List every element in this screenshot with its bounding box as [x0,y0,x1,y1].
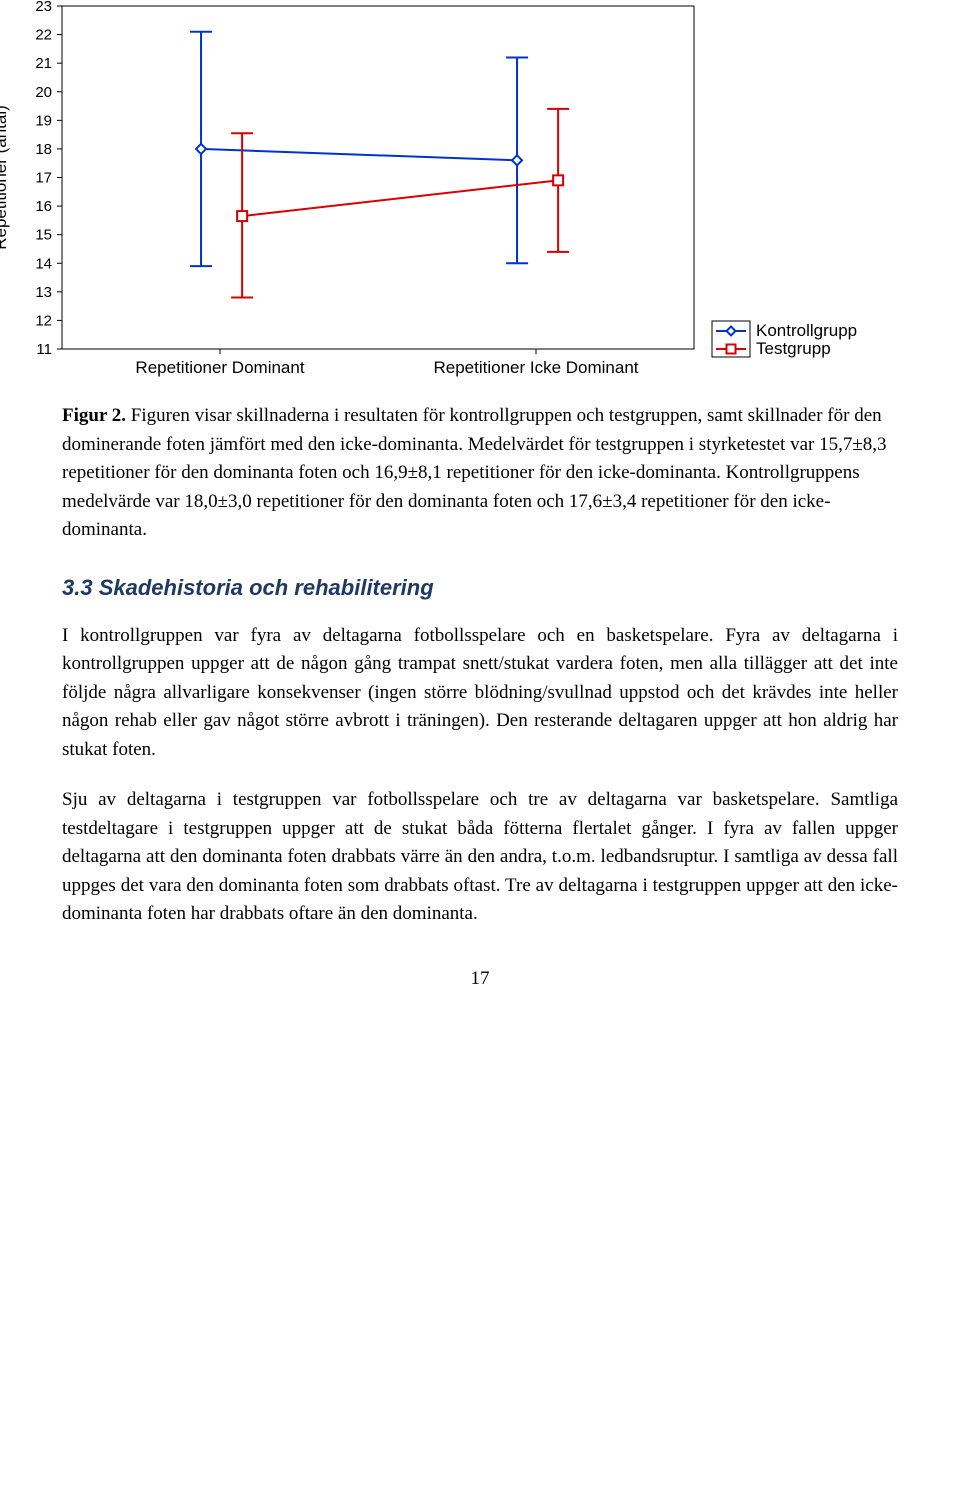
svg-text:Repetitioner Dominant: Repetitioner Dominant [135,358,304,377]
svg-text:Repetitioner (antal): Repetitioner (antal) [0,105,10,250]
svg-text:Testgrupp: Testgrupp [756,339,831,358]
svg-text:22: 22 [35,27,52,44]
page-number: 17 [62,965,898,994]
repetitions-chart: 11 12 13 14 15 16 17 18 19 20 21 22 23 Repetitioner (… [0,0,924,380]
svg-text:23: 23 [35,0,52,15]
figure-caption: Figur 2. Figuren visar skillnaderna i re… [62,402,898,545]
figure-caption-text: Figuren visar skillnaderna i resultaten … [62,405,887,540]
svg-text:15: 15 [35,227,52,244]
svg-text:19: 19 [35,112,52,129]
svg-text:11: 11 [36,341,52,358]
svg-text:17: 17 [35,170,52,187]
svg-text:14: 14 [35,255,52,272]
svg-text:Repetitioner Icke Dominant: Repetitioner Icke Dominant [433,358,638,377]
svg-text:13: 13 [35,284,52,301]
svg-text:12: 12 [35,312,52,329]
svg-text:16: 16 [35,198,52,215]
svg-text:18: 18 [35,141,52,158]
section-heading: 3.3 Skadehistoria och rehabilitering [62,571,898,604]
paragraph-2: Sju av deltagarna i testgruppen var fotb… [62,786,898,929]
paragraph-1: I kontrollgruppen var fyra av deltagarna… [62,622,898,765]
svg-text:20: 20 [35,84,52,101]
figure-label: Figur 2. [62,405,126,426]
svg-text:Kontrollgrupp: Kontrollgrupp [756,321,857,340]
svg-text:21: 21 [35,55,52,72]
